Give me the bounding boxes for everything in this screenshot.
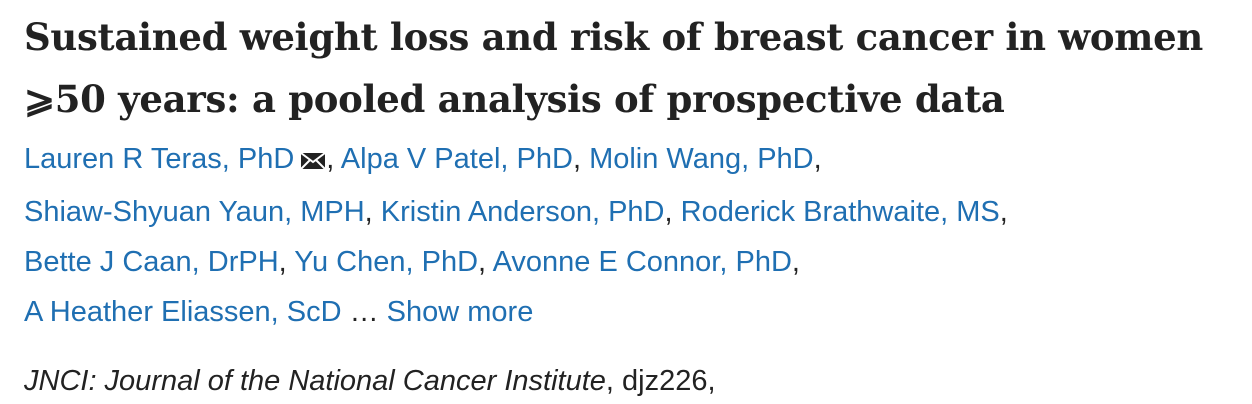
author-link[interactable]: Molin Wang, PhD <box>589 143 814 175</box>
author-link[interactable]: A Heather Eliassen, ScD <box>24 296 342 328</box>
author-separator: , <box>364 196 381 228</box>
author-link[interactable]: Alpa V Patel, PhD <box>340 143 573 175</box>
article-title: Sustained weight loss and risk of breast… <box>24 15 1203 121</box>
author-separator: , <box>664 196 681 228</box>
author-link[interactable]: Roderick Brathwaite, MS <box>680 196 1000 228</box>
author-ellipsis: … <box>349 296 379 328</box>
citation-comma: , <box>605 365 623 397</box>
author-list: Lauren R Teras, PhD, Alpa V Patel, PhD, … <box>24 134 1244 337</box>
show-more-link[interactable]: Show more <box>386 296 534 328</box>
author-link[interactable]: Bette J Caan, DrPH <box>24 246 279 278</box>
author-separator: , <box>278 246 295 278</box>
author-link[interactable]: Yu Chen, PhD <box>294 246 479 278</box>
author-link[interactable]: Avonne E Connor, PhD <box>492 246 792 278</box>
author-link[interactable]: Lauren R Teras, PhD <box>24 143 295 175</box>
author-link[interactable]: Kristin Anderson, PhD <box>380 196 665 228</box>
author-link[interactable]: Shiaw-Shyuan Yaun, MPH <box>24 196 365 228</box>
author-separator: , <box>999 196 1008 228</box>
author-separator: , <box>791 246 800 278</box>
author-separator: , <box>813 143 822 175</box>
article-header: Sustained weight loss and risk of breast… <box>24 6 1244 401</box>
author-separator: , <box>478 246 493 278</box>
envelope-icon[interactable] <box>300 137 326 187</box>
author-separator: , <box>572 143 590 175</box>
citation: JNCI: Journal of the National Cancer Ins… <box>24 361 1244 401</box>
author-separator: , <box>326 143 341 175</box>
journal-name: JNCI: Journal of the National Cancer Ins… <box>24 365 606 397</box>
article-id: djz226, <box>622 365 716 397</box>
